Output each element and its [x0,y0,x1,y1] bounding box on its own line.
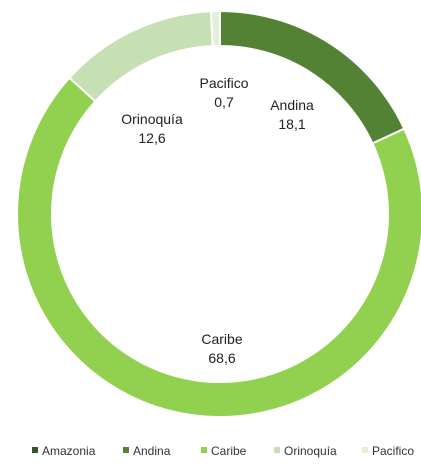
legend-label: Amazonia [42,444,96,458]
legend-item: Caribe [201,444,247,458]
legend-swatch [123,447,129,453]
legend-label: Orinoquía [284,444,337,458]
slice-pacifico [210,9,221,48]
legend-swatch [362,447,368,453]
slice-caribe [16,76,421,418]
slice-orinoquia [68,10,214,103]
slice-label-value: 18,1 [278,116,305,132]
slice-label-name: Orinoquía [121,111,183,127]
legend: Amazonia Andina Caribe Orinoquía Pacifico [32,444,414,458]
slices [16,9,421,418]
legend-item: Amazonia [32,444,96,458]
legend-swatch [274,447,280,453]
legend-swatch [32,447,38,453]
slice-label-name: Andina [270,97,314,113]
legend-item: Andina [123,444,171,458]
slice-label-name: Caribe [201,331,242,347]
slice-labels: Andina 18,1 Caribe 68,6 Orinoquía 12,6 Pacific… [121,75,314,366]
legend-label: Pacifico [372,444,414,458]
slice-label-value: 0,7 [214,94,234,110]
legend-swatch [201,447,207,453]
legend-item: Orinoquía [274,444,337,458]
slice-label-value: 68,6 [208,350,235,366]
slice-label-value: 12,6 [138,130,165,146]
slice-label-name: Pacifico [199,75,248,91]
legend-label: Andina [133,444,171,458]
legend-item: Pacifico [362,444,414,458]
legend-label: Caribe [211,444,247,458]
